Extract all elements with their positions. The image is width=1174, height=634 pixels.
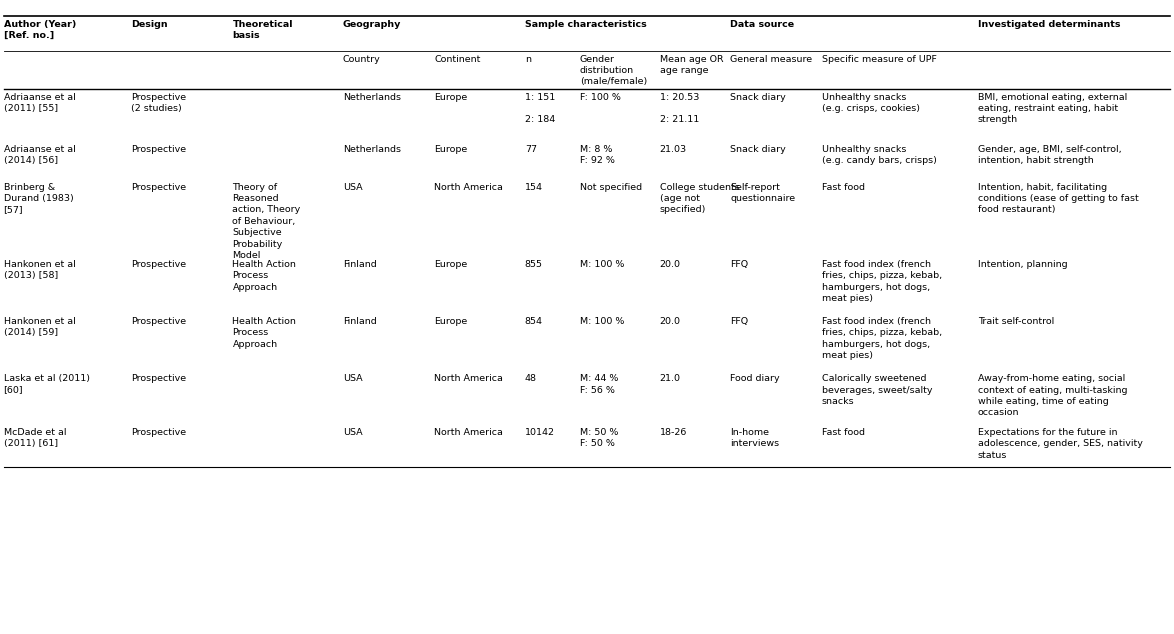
Text: Adriaanse et al
(2011) [55]: Adriaanse et al (2011) [55] [4,93,75,113]
Text: FFQ: FFQ [730,260,748,269]
Text: General measure: General measure [730,55,812,63]
Text: Brinberg &
Durand (1983)
[57]: Brinberg & Durand (1983) [57] [4,183,73,214]
Text: Adriaanse et al
(2014) [56]: Adriaanse et al (2014) [56] [4,145,75,165]
Text: Netherlands: Netherlands [343,93,400,101]
Text: 1: 20.53

2: 21.11: 1: 20.53 2: 21.11 [660,93,700,124]
Text: Geography: Geography [343,20,402,29]
Text: Continent: Continent [434,55,481,63]
Text: 21.0: 21.0 [660,374,681,383]
Text: 10142: 10142 [525,428,555,437]
Text: Finland: Finland [343,317,377,326]
Text: Food diary: Food diary [730,374,780,383]
Text: Health Action
Process
Approach: Health Action Process Approach [232,260,296,292]
Text: M: 8 %
F: 92 %: M: 8 % F: 92 % [580,145,615,165]
Text: Theoretical
basis: Theoretical basis [232,20,294,40]
Text: M: 50 %
F: 50 %: M: 50 % F: 50 % [580,428,619,448]
Text: Health Action
Process
Approach: Health Action Process Approach [232,317,296,349]
Text: 855: 855 [525,260,542,269]
Text: Theory of
Reasoned
action, Theory
of Behaviour,
Subjective
Probability
Model: Theory of Reasoned action, Theory of Beh… [232,183,301,261]
Text: Country: Country [343,55,380,63]
Text: USA: USA [343,374,363,383]
Text: Snack diary: Snack diary [730,145,785,153]
Text: USA: USA [343,428,363,437]
Text: Europe: Europe [434,260,467,269]
Text: Data source: Data source [730,20,795,29]
Text: Prospective
(2 studies): Prospective (2 studies) [131,93,187,113]
Text: Prospective: Prospective [131,428,187,437]
Text: Fast food: Fast food [822,183,865,191]
Text: North America: North America [434,428,504,437]
Text: Netherlands: Netherlands [343,145,400,153]
Text: M: 44 %
F: 56 %: M: 44 % F: 56 % [580,374,619,394]
Text: 20.0: 20.0 [660,260,681,269]
Text: FFQ: FFQ [730,317,748,326]
Text: North America: North America [434,374,504,383]
Text: Not specified: Not specified [580,183,642,191]
Text: 20.0: 20.0 [660,317,681,326]
Text: Fast food index (french
fries, chips, pizza, kebab,
hamburgers, hot dogs,
meat p: Fast food index (french fries, chips, pi… [822,317,942,360]
Text: Gender
distribution
(male/female): Gender distribution (male/female) [580,55,647,86]
Text: Calorically sweetened
beverages, sweet/salty
snacks: Calorically sweetened beverages, sweet/s… [822,374,932,406]
Text: Fast food index (french
fries, chips, pizza, kebab,
hamburgers, hot dogs,
meat p: Fast food index (french fries, chips, pi… [822,260,942,303]
Text: 854: 854 [525,317,542,326]
Text: Europe: Europe [434,145,467,153]
Text: n: n [525,55,531,63]
Text: Gender, age, BMI, self-control,
intention, habit strength: Gender, age, BMI, self-control, intentio… [978,145,1121,165]
Text: In-home
interviews: In-home interviews [730,428,780,448]
Text: Investigated determinants: Investigated determinants [978,20,1120,29]
Text: Intention, planning: Intention, planning [978,260,1067,269]
Text: F: 100 %: F: 100 % [580,93,621,101]
Text: Prospective: Prospective [131,374,187,383]
Text: 21.03: 21.03 [660,145,687,153]
Text: Author (Year)
[Ref. no.]: Author (Year) [Ref. no.] [4,20,76,40]
Text: Design: Design [131,20,168,29]
Text: Away-from-home eating, social
context of eating, multi-tasking
while eating, tim: Away-from-home eating, social context of… [978,374,1127,417]
Text: College students
(age not
specified): College students (age not specified) [660,183,740,214]
Text: Unhealthy snacks
(e.g. crisps, cookies): Unhealthy snacks (e.g. crisps, cookies) [822,93,919,113]
Text: Prospective: Prospective [131,183,187,191]
Text: 154: 154 [525,183,542,191]
Text: Europe: Europe [434,93,467,101]
Text: Fast food: Fast food [822,428,865,437]
Text: Finland: Finland [343,260,377,269]
Text: 48: 48 [525,374,537,383]
Text: 18-26: 18-26 [660,428,687,437]
Text: Laska et al (2011)
[60]: Laska et al (2011) [60] [4,374,89,394]
Text: Unhealthy snacks
(e.g. candy bars, crisps): Unhealthy snacks (e.g. candy bars, crisp… [822,145,937,165]
Text: North America: North America [434,183,504,191]
Text: Self-report
questionnaire: Self-report questionnaire [730,183,795,203]
Text: 77: 77 [525,145,537,153]
Text: Prospective: Prospective [131,145,187,153]
Text: Intention, habit, facilitating
conditions (ease of getting to fast
food restaura: Intention, habit, facilitating condition… [978,183,1139,214]
Text: Hankonen et al
(2013) [58]: Hankonen et al (2013) [58] [4,260,75,280]
Text: 1: 151

2: 184: 1: 151 2: 184 [525,93,555,124]
Text: USA: USA [343,183,363,191]
Text: Mean age OR
age range: Mean age OR age range [660,55,723,75]
Text: McDade et al
(2011) [61]: McDade et al (2011) [61] [4,428,66,448]
Text: Hankonen et al
(2014) [59]: Hankonen et al (2014) [59] [4,317,75,337]
Text: Specific measure of UPF: Specific measure of UPF [822,55,937,63]
Text: M: 100 %: M: 100 % [580,260,625,269]
Text: Prospective: Prospective [131,317,187,326]
Text: Trait self-control: Trait self-control [978,317,1054,326]
Text: Prospective: Prospective [131,260,187,269]
Text: BMI, emotional eating, external
eating, restraint eating, habit
strength: BMI, emotional eating, external eating, … [978,93,1127,124]
Text: Snack diary: Snack diary [730,93,785,101]
Text: Expectations for the future in
adolescence, gender, SES, nativity
status: Expectations for the future in adolescen… [978,428,1142,460]
Text: Europe: Europe [434,317,467,326]
Text: Sample characteristics: Sample characteristics [525,20,647,29]
Text: M: 100 %: M: 100 % [580,317,625,326]
